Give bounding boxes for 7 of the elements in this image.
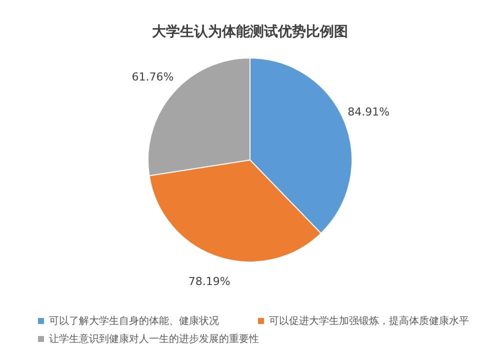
data-label: 61.76% (132, 70, 174, 84)
data-label: 84.91% (348, 105, 390, 118)
legend-label: 可以了解大学生自身的体能、健康状况 (49, 314, 219, 328)
chart-title: 大学生认为体能测试优势比例图 (152, 24, 348, 40)
legend-label: 让学生意识到健康对人一生的进步发展的重要性 (49, 332, 259, 346)
legend-label: 可以促进大学生加强锻炼，提高体质健康水平 (269, 314, 469, 328)
data-label: 78.19% (188, 274, 230, 288)
